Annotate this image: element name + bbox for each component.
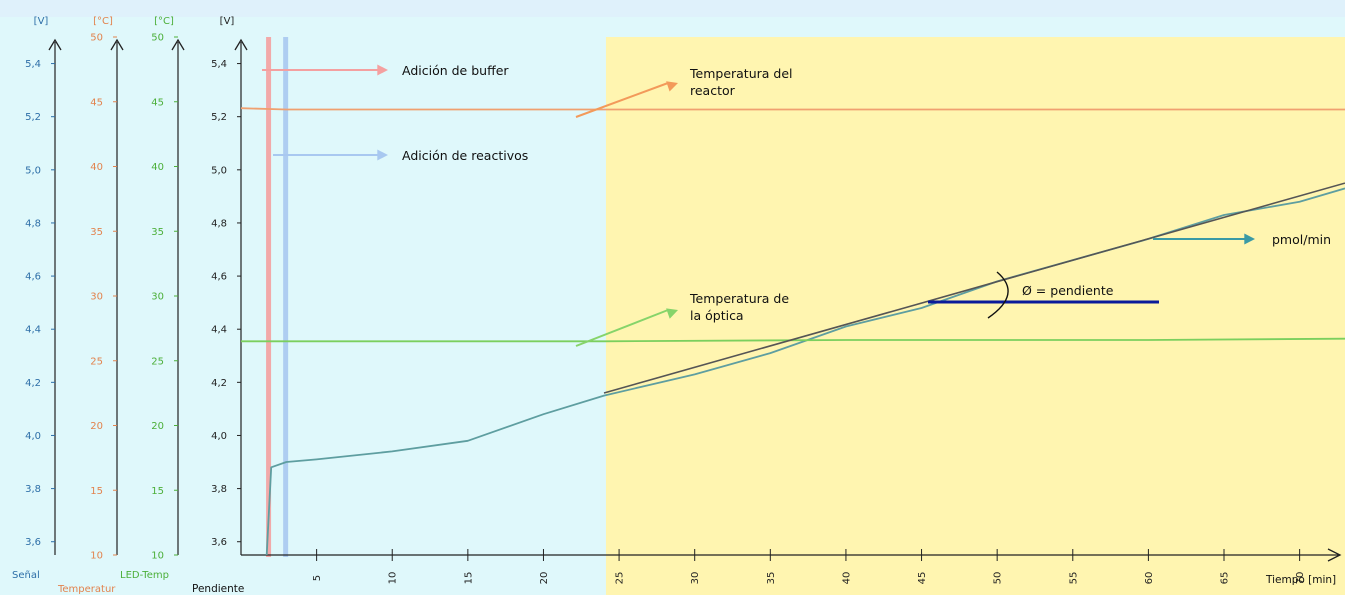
buffer-marker: [266, 37, 272, 557]
tick-label: 4,0: [211, 431, 227, 442]
annotation-rate: pmol/min: [1272, 232, 1331, 247]
tick-label: 40: [90, 162, 103, 173]
tick-label: 4,8: [211, 218, 227, 229]
axis-name-pendiente: Pendiente: [192, 583, 244, 595]
x-tick-label: 35: [766, 572, 777, 585]
tick-label: 45: [90, 97, 103, 108]
tick-label: 30: [90, 292, 103, 303]
axis-unit: [°C]: [93, 16, 113, 27]
tick-label: 25: [151, 356, 164, 367]
axis-name-senal: Señal: [12, 570, 40, 581]
tick-label: 25: [90, 356, 103, 367]
annotation-slope: Ø = pendiente: [1022, 283, 1114, 298]
x-tick-label: 40: [841, 572, 852, 585]
x-tick-label: 70: [1295, 572, 1306, 585]
y-axis-temperatura: [°C] 10 15 20 25 30 35 40 45 50: [90, 16, 124, 562]
x-tick-label: 5: [312, 575, 323, 581]
y-axis-pendiente: [V] 3,6 3,8 4,0 4,2 4,4 4,6 4,8 5,0 5,2 5,4: [211, 16, 248, 555]
series-pendiente: [603, 182, 1345, 394]
x-tick-label: 45: [917, 572, 928, 585]
axis-name-temperatur: Temperatur: [57, 584, 116, 595]
tick-label: 5,2: [211, 112, 227, 123]
annotation-optics-2: la óptica: [690, 308, 744, 323]
tick-label: 15: [90, 486, 103, 497]
axis-arrow: [48, 38, 62, 51]
x-tick-label: 60: [1144, 572, 1155, 585]
x-tick-label: 20: [539, 572, 550, 585]
tick-label: 40: [151, 162, 164, 173]
axis-arrow: [234, 38, 248, 51]
highlight-region: [605, 37, 1345, 595]
tick-label: 35: [151, 227, 164, 238]
tick-label: 3,6: [211, 537, 227, 548]
y-axis-led: [°C] 10 15 20 25 30 35 40 45 50: [151, 16, 185, 562]
tick-label: 5,4: [211, 59, 227, 70]
tick-label: 5,4: [25, 59, 41, 70]
tick-label: 3,8: [25, 484, 41, 495]
tick-label: 4,6: [25, 272, 41, 283]
tick-label: 50: [151, 33, 164, 44]
buffer-arrow: [262, 64, 388, 76]
tick-label: 4,2: [211, 378, 227, 389]
tick-label: 30: [151, 292, 164, 303]
x-tick-label: 15: [463, 572, 474, 585]
annotation-reagents: Adición de reactivos: [402, 148, 528, 163]
rate-arrow: [1153, 233, 1255, 245]
axis-unit: [V]: [220, 16, 235, 27]
axis-arrow: [110, 38, 124, 51]
tick-label: 20: [151, 421, 164, 432]
tick-label: 15: [151, 486, 164, 497]
tick-label: 20: [90, 421, 103, 432]
annotation-reactor: Temperatura del: [689, 66, 793, 81]
tick-label: 4,4: [25, 325, 41, 336]
x-tick-label: 55: [1068, 572, 1079, 585]
reagent-marker: [283, 37, 289, 557]
x-axis-label: Tiempo [min]: [1265, 574, 1336, 586]
tick-label: 5,0: [25, 165, 41, 176]
y-axis-senal: [V] 3,6 3,8 4,0 4,2 4,4 4,6 4,8 5,0 5,2 5,4: [25, 16, 62, 555]
series-led: [241, 337, 1345, 343]
tick-label: 4,8: [25, 218, 41, 229]
slope-angle-arc: [987, 271, 1009, 319]
axis-unit: [V]: [34, 16, 49, 27]
tick-label: 3,8: [211, 484, 227, 495]
x-tick-label: 25: [615, 572, 626, 585]
annotation-buffer: Adición de buffer: [402, 63, 509, 78]
tick-label: 45: [151, 97, 164, 108]
x-tick-label: 30: [690, 572, 701, 585]
axis-arrow: [171, 38, 185, 51]
annotation-optics: Temperatura de: [689, 291, 789, 306]
tick-label: 3,6: [25, 537, 41, 548]
x-tick-label: 50: [993, 572, 1004, 585]
tick-label: 50: [90, 33, 103, 44]
x-axis-arrow: [1327, 548, 1342, 562]
optics-arrow: [575, 308, 678, 347]
tick-label: 10: [90, 551, 103, 562]
tick-label: 10: [151, 551, 164, 562]
x-tick-label: 65: [1220, 572, 1231, 585]
tick-label: 4,0: [25, 431, 41, 442]
tick-label: 35: [90, 227, 103, 238]
annotation-reactor-2: reactor: [690, 83, 736, 98]
tick-label: 5,0: [211, 165, 227, 176]
axis-name-led: LED-Temp: [120, 570, 169, 581]
x-tick-label: 10: [388, 572, 399, 585]
reagents-arrow: [273, 149, 388, 161]
axis-unit: [°C]: [154, 16, 174, 27]
tick-label: 4,2: [25, 378, 41, 389]
series-temperatura: [240, 107, 1345, 111]
top-band: [0, 0, 1345, 17]
tick-label: 5,2: [25, 112, 41, 123]
tick-label: 4,4: [211, 325, 227, 336]
tick-label: 4,6: [211, 272, 227, 283]
reactor-arrow: [575, 81, 678, 118]
